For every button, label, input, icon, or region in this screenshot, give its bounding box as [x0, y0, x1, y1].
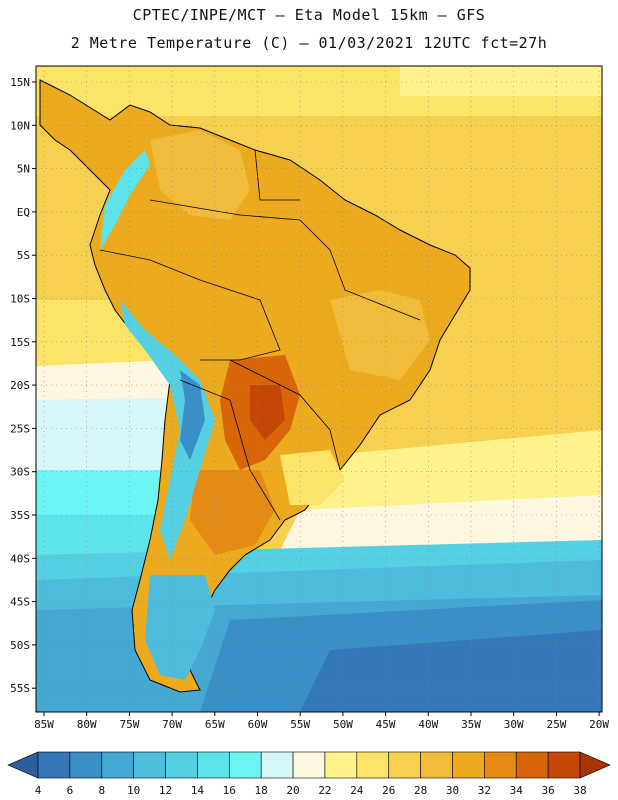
colorbar-segment	[420, 751, 453, 779]
lon-label: 55W	[290, 718, 310, 731]
lat-label: 50S	[10, 639, 30, 652]
hot-region-argentina	[190, 470, 275, 555]
colorbar-segment	[484, 751, 517, 779]
ocean-north-light-band	[400, 66, 602, 96]
colorbar-segment	[165, 751, 198, 779]
colorbar-label: 14	[191, 784, 205, 797]
warm-region-brazil-east	[330, 290, 430, 380]
colorbar-segment	[260, 751, 294, 779]
country-borders	[99, 149, 421, 521]
lon-label: 20W	[589, 718, 609, 731]
lat-label: 20S	[10, 379, 30, 392]
colorbar-segment	[515, 751, 549, 779]
colorbar-segment	[228, 751, 262, 779]
atlantic-24-band	[300, 430, 602, 520]
hottest-core	[250, 385, 285, 440]
map-title-line1: CPTEC/INPE/MCT – Eta Model 15km – GFS	[132, 6, 486, 24]
lon-label: 60W	[248, 718, 268, 731]
lat-label: 10N	[10, 119, 30, 132]
lon-label: 45W	[376, 718, 396, 731]
colorbar-segment	[547, 751, 581, 779]
pacific-20-band	[36, 398, 165, 480]
lat-label: 35S	[10, 509, 30, 522]
graticule	[32, 66, 602, 716]
andes-central-cold	[120, 300, 215, 560]
colorbar-label: 32	[478, 784, 491, 797]
colorbar-label: 34	[510, 784, 524, 797]
colorbar-segment	[197, 751, 230, 779]
lat-label: 15S	[10, 336, 30, 349]
colorbar-arrow-low	[7, 751, 39, 779]
lat-label: 10S	[10, 293, 30, 306]
colorbar-segment	[101, 751, 134, 779]
lat-label: 30S	[10, 466, 30, 479]
colorbar-label: 4	[35, 784, 42, 797]
lon-label: 50W	[333, 718, 353, 731]
colorbar-segment	[388, 751, 421, 779]
latitude-labels: 15N 10N 5N EQ 5S 10S 15S 20S 25S 30S 35S 40S 45S 50S 5…	[10, 76, 30, 695]
colorbar-segment	[292, 751, 326, 779]
lat-label: 15N	[10, 76, 30, 89]
colorbar-label: 36	[541, 784, 554, 797]
colorbar-label: 10	[127, 784, 140, 797]
colorbar-label: 26	[382, 784, 395, 797]
lon-label: 25W	[546, 718, 566, 731]
lon-label: 75W	[119, 718, 139, 731]
andes-north-cold	[100, 150, 150, 250]
colorbar-segment	[356, 751, 390, 779]
southern-ocean-6-band	[300, 630, 602, 712]
patagonia-cold	[145, 575, 215, 680]
pacific-18-band	[36, 470, 160, 520]
lat-label: 5S	[17, 249, 30, 262]
colorbar-label: 6	[67, 784, 74, 797]
lon-label: 40W	[418, 718, 438, 731]
lat-label: EQ	[17, 206, 30, 219]
colorbar-segment	[133, 751, 166, 779]
colorbar-label: 22	[318, 784, 331, 797]
colorbar-arrow-high	[579, 751, 611, 779]
longitude-labels: 85W 80W 75W 70W 65W 60W 55W 50W 45W 40W 35W 30W 25W 2…	[34, 718, 609, 731]
lon-label: 85W	[34, 718, 54, 731]
mild-region-uruguay	[280, 450, 345, 505]
lon-label: 35W	[461, 718, 481, 731]
pacific-16-band	[36, 515, 155, 560]
colorbar-segment	[69, 751, 103, 779]
colorbar-label: 24	[350, 784, 364, 797]
lon-label: 70W	[162, 718, 182, 731]
colorbar-label: 8	[98, 784, 105, 797]
colorbar-label: 20	[286, 784, 299, 797]
lat-label: 5N	[17, 163, 30, 176]
andes-coldest	[180, 370, 205, 460]
colorbar-label: 18	[255, 784, 268, 797]
colorbar-segment	[324, 751, 358, 779]
lat-label: 45S	[10, 596, 30, 609]
colorbar-segment	[452, 751, 485, 779]
map-field	[36, 66, 602, 712]
map-frame	[35, 65, 603, 713]
colorbar-label: 16	[223, 784, 236, 797]
warm-region-amazon-north	[150, 130, 250, 220]
colorbar-label: 28	[414, 784, 427, 797]
lat-label: 55S	[10, 682, 30, 695]
colorbar-label: 38	[573, 784, 586, 797]
colorbar-label: 30	[446, 784, 459, 797]
lon-label: 80W	[77, 718, 97, 731]
colorbar-label: 12	[159, 784, 172, 797]
lon-label: 65W	[205, 718, 225, 731]
lat-label: 25S	[10, 422, 30, 435]
lon-label: 30W	[504, 718, 524, 731]
colorbar-segment	[37, 751, 71, 779]
map-title-line2: 2 Metre Temperature (C) – 01/03/2021 12U…	[70, 34, 548, 52]
lat-label: 40S	[10, 552, 30, 565]
colorbar: 4 6 8 10 12 14 16 18 20 22 24 26 28 30 32 34 36 38	[7, 751, 611, 797]
atlantic-22-band	[280, 495, 602, 550]
